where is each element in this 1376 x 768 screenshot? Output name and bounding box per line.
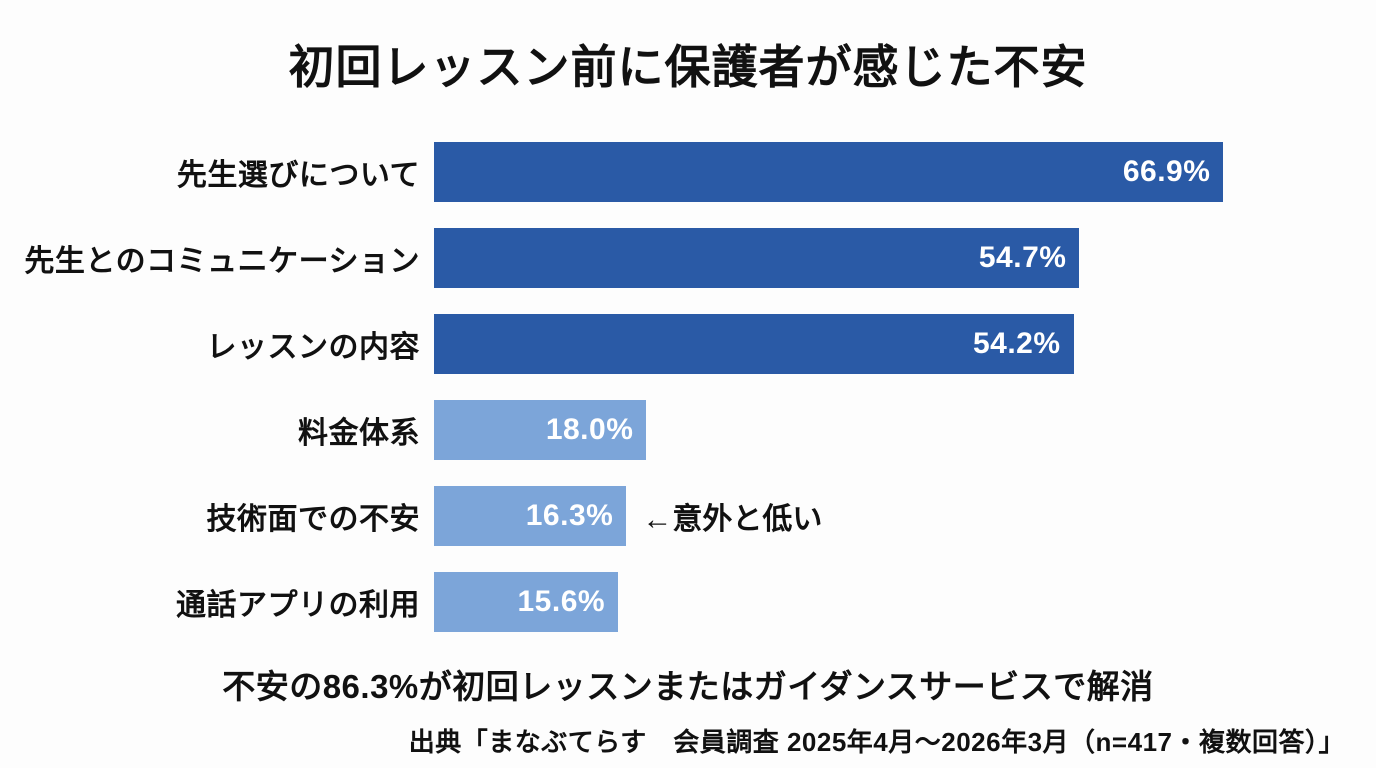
category-label: 通話アプリの利用 — [176, 589, 420, 622]
source-citation: 出典「まなぶてらす 会員調査 2025年4月〜2026年3月（n=417・複数回… — [408, 727, 1345, 757]
bar: 16.3% — [434, 486, 627, 546]
category-label: レッスンの内容 — [206, 331, 420, 364]
bar-row: 先生選びについて 66.9% — [0, 142, 1376, 202]
bar: 15.6% — [434, 572, 619, 632]
bar-track: 18.0% — [434, 400, 1376, 460]
bar-value-label: 16.3% — [525, 499, 614, 532]
bar-row: 料金体系 18.0% — [0, 400, 1376, 460]
bar-value-label: 54.2% — [972, 327, 1061, 360]
bar-row: 先生とのコミュニケーション 54.7% — [0, 228, 1376, 288]
bar-value-label: 54.7% — [978, 241, 1067, 274]
bar-track: 54.7% — [434, 228, 1376, 288]
bar-value-label: 15.6% — [517, 585, 606, 618]
bar: 54.7% — [434, 228, 1080, 288]
bar-track: 15.6% — [434, 572, 1376, 632]
bar: 66.9% — [434, 142, 1224, 202]
bar: 18.0% — [434, 400, 647, 460]
category-label: 技術面での不安 — [206, 503, 420, 536]
bar-value-label: 66.9% — [1122, 155, 1211, 188]
bar-value-label: 18.0% — [545, 413, 634, 446]
bar-track: 54.2% — [434, 314, 1376, 374]
annotation-note: ←意外と低い — [642, 503, 823, 536]
category-label: 料金体系 — [298, 417, 420, 450]
category-label: 先生選びについて — [176, 159, 420, 192]
bar-chart: 先生選びについて 66.9% 先生とのコミュニケーション 54.7% レッスンの… — [0, 142, 1376, 658]
bar-track: 16.3% ←意外と低い — [434, 486, 1376, 546]
summary-text: 不安の86.3%が初回レッスンまたはガイダンスサービスで解消 — [222, 668, 1154, 705]
bar-row: 通話アプリの利用 15.6% — [0, 572, 1376, 632]
bar-row: レッスンの内容 54.2% — [0, 314, 1376, 374]
bar: 54.2% — [434, 314, 1074, 374]
bar-row: 技術面での不安 16.3% ←意外と低い — [0, 486, 1376, 546]
chart-title: 初回レッスン前に保護者が感じた不安 — [288, 41, 1088, 93]
bar-track: 66.9% — [434, 142, 1376, 202]
category-label: 先生とのコミュニケーション — [24, 245, 420, 278]
